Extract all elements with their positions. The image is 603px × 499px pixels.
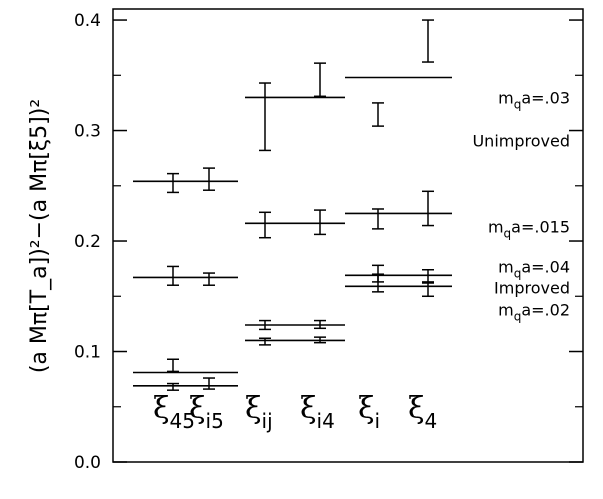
error-bar [372,208,384,230]
reference-lines [133,76,452,387]
error-bar [203,377,215,390]
error-bar [314,209,326,236]
x-category-label: ξij [245,391,273,433]
error-bar [422,269,434,283]
error-bar [203,272,215,286]
y-tick-label: 0.4 [74,11,101,31]
error-bar [314,62,326,98]
x-category-label: ξi5 [189,391,224,433]
error-bar [259,82,271,152]
x-category-label: ξ4 [408,391,437,433]
plot-frame [112,8,584,463]
annotation-label: mqa=.015 [488,218,570,241]
x-category-label: ξi [358,391,380,433]
data-points [167,19,434,391]
y-tick-label: 0.2 [74,232,101,252]
error-bar [314,336,326,344]
y-axis-label: (a Mπ[T_a])²−(a Mπ[ξ5])² [27,99,52,373]
error-bar [422,282,434,298]
error-bar [203,167,215,191]
annotation-label: mqa=.04 [498,257,570,280]
y-tick-label: 0.1 [74,343,101,363]
annotation-label: mqa=.03 [498,88,570,111]
error-bar [167,265,179,286]
y-tick-label: 0.0 [74,453,101,473]
annotation-label: Unimproved [472,131,570,150]
error-bar [167,358,179,373]
error-bar [372,102,384,127]
x-category-label: ξ45 [153,391,195,433]
annotation-label: mqa=.02 [498,301,570,324]
error-bar [422,190,434,227]
annotation-label: Improved [494,278,570,297]
y-tick-label: 0.3 [74,122,101,142]
y-axis: 0.0 0.1 0.2 0.3 0.4 [74,11,583,473]
error-bar [314,319,326,330]
annotations: mqa=.03 Unimproved mqa=.015 mqa=.04Improved… [472,88,570,323]
error-bar [167,172,179,194]
error-bar [259,211,271,239]
error-bar [422,19,434,63]
x-category-label: ξi4 [300,391,335,433]
error-bar [167,382,179,391]
error-bar [372,273,384,293]
error-bar [259,337,271,346]
error-bar [259,319,271,331]
